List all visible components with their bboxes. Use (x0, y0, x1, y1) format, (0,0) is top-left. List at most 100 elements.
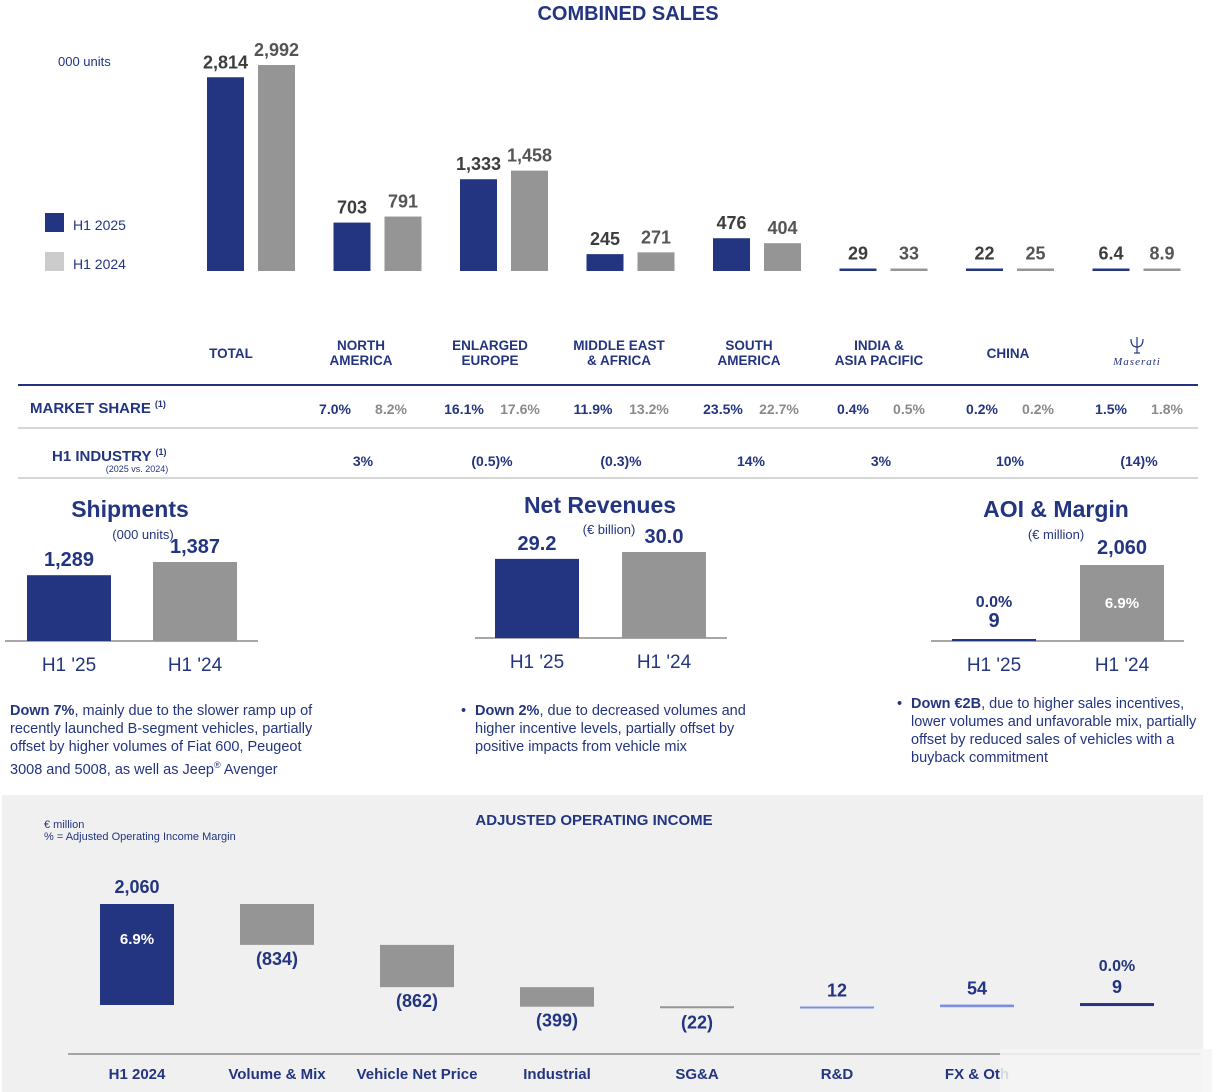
waterfall-category-5: R&D (821, 1066, 854, 1083)
category-label-1: H1 '24 (168, 655, 223, 676)
market-share-h1-2025-middle_east_africa: 11.9% (574, 401, 613, 417)
category-label-0: H1 '25 (967, 655, 1021, 676)
data-label-h1-2024-7: 8.9 (1149, 244, 1174, 264)
data-label-1: 1,387 (170, 536, 220, 558)
bar-h1-2025-5 (839, 268, 877, 271)
aoi-commentary-line-4: buyback commitment (911, 750, 1048, 766)
shipments-commentary-line-1: Down 7%, mainly due to the slower ramp u… (10, 703, 313, 719)
region-label-china: CHINA (987, 346, 1030, 361)
bar-0 (952, 639, 1036, 641)
market-share-h1-2025-enlarged_europe: 16.1% (444, 401, 484, 417)
waterfall-value-2: (862) (396, 991, 438, 1011)
aoi-commentary-line-2: lower volumes and unfavorable mix, parti… (911, 714, 1197, 730)
category-label-0: H1 '25 (42, 655, 96, 676)
revenues-commentary-line-1: Down 2%, due to decreased volumes and (475, 703, 746, 719)
industry-value-enlarged_europe: (0.5)% (471, 453, 513, 469)
waterfall-bar-3 (520, 987, 594, 1007)
waterfall-margin-7: 0.0% (1099, 958, 1135, 975)
bar-h1-2025-7 (1092, 268, 1130, 271)
net-revenues-panel: Net Revenues (€ billion) 29.2 H1 '25 30.0 H… (475, 492, 727, 673)
aoi-waterfall-panel: ADJUSTED OPERATING INCOME € million % = … (2, 795, 1212, 1092)
market-share-h1-2024-enlarged_europe: 17.6% (500, 401, 540, 417)
data-label-h1-2025-0: 2,814 (203, 52, 248, 72)
region-label-south-america-line1: SOUTH (725, 338, 772, 353)
waterfall-value-5: 12 (827, 981, 847, 1001)
margin-label-1: 6.9% (1105, 595, 1139, 612)
region-label-north-america-line2: AMERICA (330, 353, 393, 368)
industry-value-middle_east_africa: (0.3)% (600, 453, 642, 469)
data-label-h1-2025-6: 22 (974, 244, 994, 264)
aoi-margin-bars: 9 H1 '25 0.0% 2,060 H1 '24 6.9% (931, 537, 1184, 676)
industry-value-maserati: (14)% (1120, 453, 1158, 469)
data-label-0: 1,289 (44, 549, 94, 571)
data-label-h1-2024-0: 2,992 (254, 40, 299, 60)
industry-value-india_apac: 3% (871, 453, 892, 469)
waterfall-units-note: € million (44, 819, 84, 831)
shipments-panel: Shipments (000 units) 1,289 H1 '25 1,387 H1… (5, 496, 258, 676)
bar-h1-2025-4 (713, 238, 750, 271)
waterfall-background (2, 795, 1203, 1092)
units-label: 000 units (58, 54, 111, 69)
bullet-icon: • (461, 703, 467, 719)
bar-h1-2024-0 (258, 65, 295, 271)
shipments-bars: 1,289 H1 '25 1,387 H1 '24 (5, 536, 258, 676)
bar-0 (27, 575, 111, 641)
category-label-1: H1 '24 (637, 652, 692, 673)
waterfall-title: ADJUSTED OPERATING INCOME (475, 812, 712, 829)
margin-label-0: 0.0% (976, 594, 1012, 611)
revenues-commentary: • Down 2%, due to decreased volumes and … (461, 702, 775, 756)
data-label-h1-2024-3: 271 (641, 227, 671, 247)
data-label-h1-2025-4: 476 (716, 213, 746, 233)
aoi-commentary-line-3: offset by reduced sales of vehicles with… (911, 732, 1175, 748)
bar-h1-2024-7 (1143, 268, 1181, 271)
market-share-h1-2024-middle_east_africa: 13.2% (629, 401, 669, 417)
industry-value-south_america: 14% (737, 453, 766, 469)
bar-1 (1080, 565, 1164, 641)
industry-value-north_america: 3% (353, 453, 374, 469)
shipments-units: (000 units) (112, 527, 173, 542)
industry-label: H1 INDUSTRY (1) (52, 447, 166, 465)
bar-h1-2025-2 (460, 179, 497, 271)
region-label-total: TOTAL (209, 346, 253, 361)
maserati-wordmark: Maserati (1112, 356, 1161, 368)
waterfall-category-1: Volume & Mix (228, 1066, 326, 1083)
aoi-margin-title: AOI & Margin (983, 496, 1129, 522)
legend-label-h1-2024: H1 2024 (73, 256, 126, 272)
market-share-h1-2024-maserati: 1.8% (1151, 401, 1183, 417)
net-revenues-bars: 29.2 H1 '25 30.0 H1 '24 (475, 526, 727, 673)
waterfall-value-6: 54 (967, 979, 987, 999)
combined-sales-title: COMBINED SALES (537, 3, 718, 25)
waterfall-value-0: 2,060 (114, 877, 159, 897)
region-label-mea-line2: & AFRICA (587, 353, 651, 368)
aoi-commentary-line-1: Down €2B, due to higher sales incentives… (911, 696, 1185, 712)
bullet-icon: • (897, 696, 903, 712)
data-label-h1-2024-6: 25 (1025, 244, 1045, 264)
industry-sublabel: (2025 vs. 2024) (106, 464, 169, 474)
region-header-row: TOTAL NORTH AMERICA ENLARGED EUROPE MIDD… (209, 337, 1161, 368)
bar-h1-2024-3 (637, 252, 675, 271)
shipments-commentary-line-2: recently launched B-segment vehicles, pa… (10, 721, 313, 737)
bar-1 (153, 562, 237, 641)
bar-h1-2025-1 (333, 222, 371, 271)
market-share-h1-2025-north_america: 7.0% (319, 401, 351, 417)
waterfall-value-1: (834) (256, 949, 298, 969)
waterfall-category-6: FX & Oth (945, 1066, 1009, 1083)
waterfall-category-2: Vehicle Net Price (357, 1066, 478, 1083)
region-label-north-america-line1: NORTH (337, 338, 385, 353)
bar-h1-2024-1 (384, 216, 422, 271)
shipments-commentary: Down 7%, mainly due to the slower ramp u… (10, 702, 350, 779)
data-label-0: 29.2 (518, 533, 557, 555)
net-revenues-title: Net Revenues (524, 492, 676, 518)
combined-sales-section: COMBINED SALES 000 units H1 2025 H1 2024… (45, 3, 1181, 272)
bar-h1-2025-3 (586, 254, 624, 271)
market-share-h1-2024-china: 0.2% (1022, 401, 1054, 417)
net-revenues-units: (€ billion) (583, 522, 636, 537)
waterfall-bar-6 (940, 1004, 1014, 1008)
region-label-india-apac-line2: ASIA PACIFIC (835, 353, 924, 368)
combined-sales-bars: 2,814 2,992 703 791 1,333 1,458 245 271 476 404 29… (203, 40, 1181, 272)
region-label-india-apac-line1: INDIA & (854, 338, 904, 353)
revenues-commentary-line-2: higher incentive levels, partially offse… (475, 721, 735, 737)
shipments-title: Shipments (71, 496, 189, 522)
data-label-h1-2024-4: 404 (767, 218, 797, 238)
category-label-0: H1 '25 (510, 652, 564, 673)
